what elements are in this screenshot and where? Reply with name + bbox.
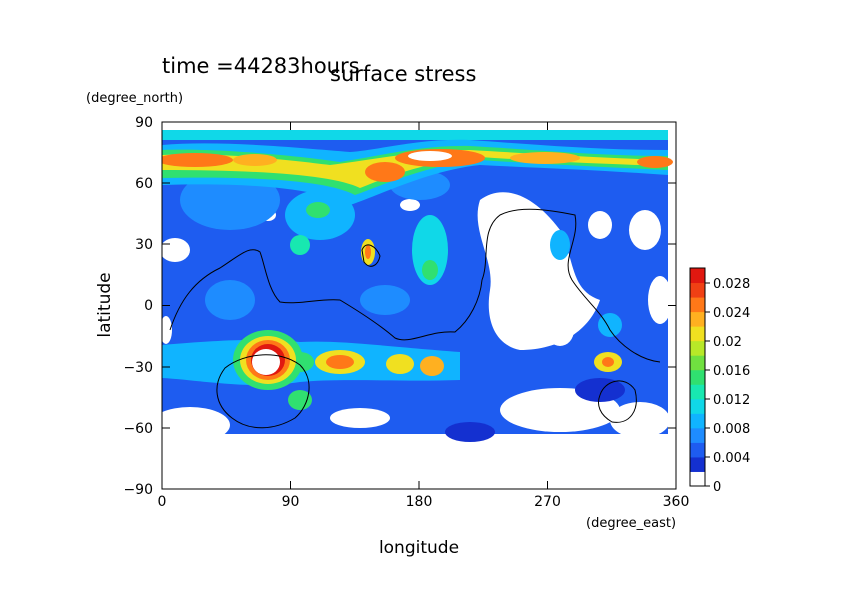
colorbar-tick-label: 0.012 [713, 393, 750, 408]
colorbar-swatch [690, 384, 705, 400]
colorbar-ticks [705, 282, 710, 487]
colorbar-swatch [690, 398, 705, 414]
colorbar-tick-label: 0.008 [713, 422, 750, 437]
colorbar-tick-label: 0.028 [713, 277, 750, 292]
y-tick-label-30: 30 [135, 237, 153, 253]
y-tick-label-neg90: −90 [123, 482, 153, 498]
y-tick-label-60: 60 [135, 176, 153, 192]
colorbar-swatch [690, 442, 705, 458]
x-tick-label-360: 360 [663, 494, 690, 510]
x-tick-label-0: 0 [158, 494, 167, 510]
x-unit-label: (degree_east) [586, 516, 676, 531]
colorbar-swatch [690, 340, 705, 356]
y-tick-label-neg60: −60 [123, 421, 153, 437]
heatmap-field [162, 130, 676, 489]
colorbar-swatch [690, 326, 705, 342]
colorbar-swatch [690, 282, 705, 298]
colorbar-tick-label: 0.02 [713, 335, 742, 350]
colorbar-swatch [690, 311, 705, 327]
y-axis-label: latitude [95, 272, 115, 337]
x-tick-label-180: 180 [406, 494, 433, 510]
x-axis-label: longitude [379, 538, 459, 558]
colorbar-swatch [690, 471, 705, 487]
colorbar-tick-label: 0.016 [713, 364, 750, 379]
colorbar-frame [689, 267, 706, 487]
colorbar-swatch [690, 456, 705, 472]
colorbar-swatch [690, 413, 705, 429]
colorbar-swatch [690, 427, 705, 443]
colorbar [690, 268, 705, 487]
chart-title: surface stress [330, 62, 476, 86]
y-tick-label-0: 0 [144, 298, 153, 314]
x-tick-label-270: 270 [534, 494, 561, 510]
colorbar-tick-label: 0 [713, 480, 721, 495]
x-tick-label-90: 90 [282, 494, 300, 510]
colorbar-swatch [690, 355, 705, 371]
colorbar-swatch [690, 297, 705, 313]
y-tick-label-90: 90 [135, 115, 153, 131]
colorbar-tick-label: 0.024 [713, 306, 750, 321]
x-ticks [161, 122, 677, 489]
y-unit-label: (degree_north) [86, 91, 183, 106]
y-tick-label-neg30: −30 [123, 360, 153, 376]
colorbar-swatch [690, 369, 705, 385]
y-ticks [162, 121, 676, 490]
colorbar-swatch [690, 268, 705, 284]
colorbar-tick-label: 0.004 [713, 451, 750, 466]
time-label: time =44283hours [162, 54, 360, 78]
